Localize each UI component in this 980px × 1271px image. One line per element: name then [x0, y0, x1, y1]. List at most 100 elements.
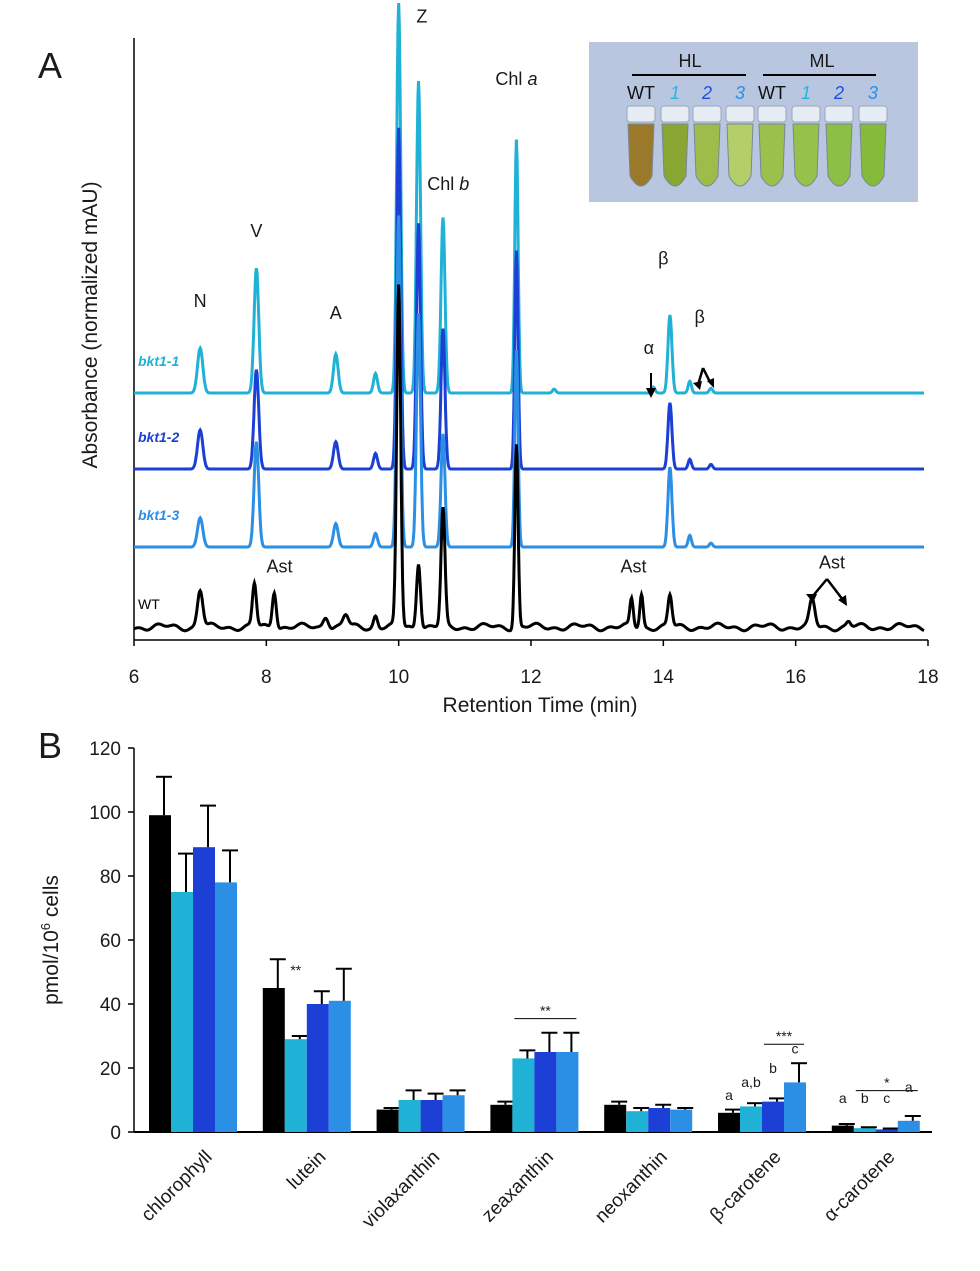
bar [215, 882, 237, 1132]
y-tick-label: 80 [100, 867, 121, 888]
tube-body [859, 123, 887, 187]
tube-cap [692, 105, 722, 123]
bar [262, 988, 285, 1132]
tube-body [693, 123, 721, 187]
category-label: violaxanthin [358, 1147, 444, 1233]
y-tick-label: 100 [89, 803, 121, 824]
peak-label: Ast [819, 553, 845, 573]
bar [897, 1120, 920, 1132]
x-tick-label: 6 [129, 667, 140, 688]
bar [875, 1129, 898, 1132]
trace-label-bkt1-1: bkt1-1 [138, 353, 179, 369]
bar [831, 1125, 854, 1132]
bar [398, 1100, 421, 1132]
x-tick-label: 10 [388, 667, 409, 688]
chromatogram-traces [133, 2, 925, 633]
ast-arrow-right [826, 578, 844, 601]
beta-arrowhead-right [707, 378, 714, 388]
significance-mark: * [884, 1075, 890, 1091]
x-tick-label: 14 [653, 667, 675, 688]
x-tick-label: 12 [520, 667, 541, 688]
trace-WT [133, 284, 925, 633]
y-tick-label: 120 [89, 739, 121, 760]
beta-arrow-right [701, 367, 712, 383]
inset-tube-label: 1 [801, 83, 811, 103]
inset-group-label: HL [678, 51, 701, 71]
bar [512, 1058, 535, 1132]
category-label: lutein [283, 1147, 330, 1194]
category-label: α-carotene [820, 1147, 899, 1226]
significance-mark: *** [776, 1028, 793, 1044]
inset-tube-label: 2 [833, 83, 844, 103]
tube-cap [757, 105, 787, 123]
ast-arrowhead-right [838, 595, 847, 606]
inset-tube-label: WT [758, 83, 786, 103]
tube-cap [725, 105, 755, 123]
significance-mark: a [839, 1090, 847, 1106]
y-tick-label: 40 [100, 995, 121, 1016]
bar [420, 1100, 443, 1132]
bar [670, 1109, 693, 1132]
peak-label: V [250, 221, 262, 241]
peak-label: Ast [267, 556, 293, 576]
significance-mark: a [725, 1087, 733, 1103]
trace-bkt1-1 [134, 2, 924, 395]
bar [328, 1000, 351, 1132]
trace-bkt1-3 [134, 215, 924, 549]
bars [149, 775, 921, 1132]
inset-tube-label: 3 [868, 83, 878, 103]
peak-arrows [646, 367, 847, 606]
panel-a-label: A [38, 45, 62, 86]
tube-cap [858, 105, 888, 123]
category-labels: chlorophyll lutein violaxanthin zeaxanthin n… [137, 1147, 899, 1233]
x-tick-label: 18 [917, 667, 938, 688]
y-tick-label: 20 [100, 1059, 121, 1080]
tube-body [792, 123, 820, 187]
bar [171, 892, 193, 1132]
significance-mark: c [792, 1041, 799, 1057]
trace-labels: bkt1-1 bkt1-2 bkt1-3 WT [138, 353, 179, 612]
inset-tube-label: 1 [670, 83, 680, 103]
bar [149, 815, 171, 1132]
bar [604, 1104, 627, 1132]
significance-annotations: *******aa,bbc*a b ca [290, 962, 918, 1106]
inset-tube-label: 3 [735, 83, 745, 103]
significance-mark: b [861, 1090, 869, 1106]
y-tick-label: 60 [100, 931, 121, 952]
bar [193, 847, 215, 1132]
peak-label: Ast [621, 556, 647, 576]
tube-body [758, 123, 786, 187]
bar-y-ticks: 0 20 40 60 80 100 120 [89, 739, 134, 1144]
bar [762, 1101, 784, 1132]
bar [442, 1095, 465, 1132]
bar [784, 1082, 806, 1132]
chromatogram-y-label: Absorbance (normalized mAU) [79, 181, 102, 468]
significance-mark: b [769, 1060, 777, 1076]
tube-body [726, 123, 754, 187]
bar [284, 1039, 307, 1132]
inset-group-label: ML [809, 51, 834, 71]
chromatogram-x-label: Retention Time (min) [443, 694, 638, 717]
significance-mark: c [883, 1090, 890, 1106]
bar [306, 1004, 329, 1132]
tube-cap [626, 105, 656, 123]
peak-label: Chl a [495, 69, 537, 89]
trace-label-bkt1-2: bkt1-2 [138, 429, 179, 445]
bar-y-label: pmol/106 cells [38, 875, 63, 1005]
category-label: chlorophyll [137, 1147, 216, 1226]
peak-label: β [658, 248, 668, 268]
peak-label: Z [416, 7, 427, 27]
trace-label-WT: WT [138, 596, 160, 612]
panel-b-label: B [38, 725, 62, 766]
tube-cap [791, 105, 821, 123]
peak-label: N [194, 291, 207, 311]
tube-body [825, 123, 853, 187]
bar [740, 1106, 762, 1132]
peak-label: α [644, 338, 654, 358]
significance-mark: ** [540, 1003, 551, 1019]
trace-label-bkt1-3: bkt1-3 [138, 507, 179, 523]
bar [490, 1104, 513, 1132]
